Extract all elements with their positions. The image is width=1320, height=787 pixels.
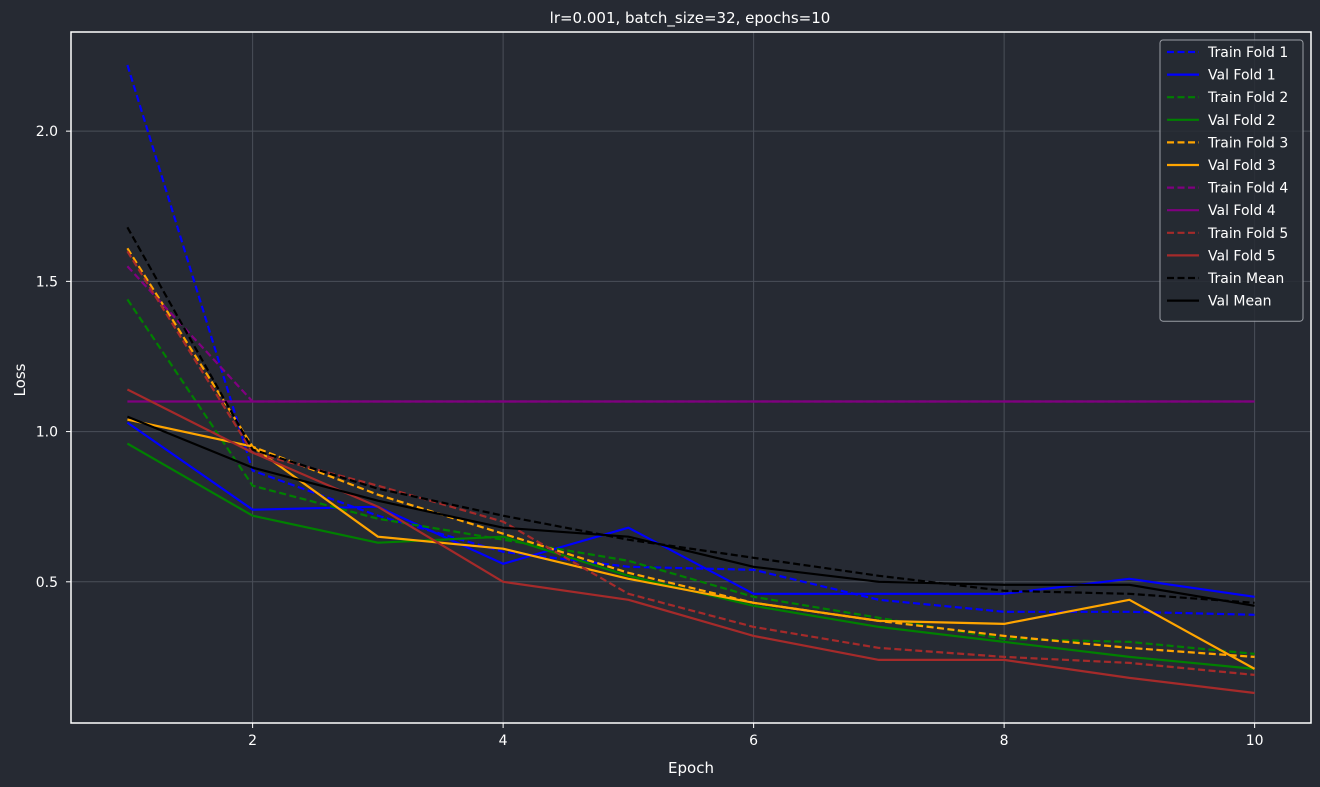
y-tick-label: 1.5 — [36, 274, 58, 290]
x-tick-label: 10 — [1246, 733, 1264, 749]
legend-label-val-fold-1: Val Fold 1 — [1208, 68, 1276, 84]
legend-label-train-fold-2: Train Fold 2 — [1207, 90, 1288, 106]
legend-label-train-fold-1: Train Fold 1 — [1207, 45, 1288, 61]
legend-label-val-fold-4: Val Fold 4 — [1208, 203, 1276, 219]
plot-frame — [70, 31, 1312, 724]
legend-label-train-fold-4: Train Fold 4 — [1207, 181, 1288, 197]
legend-label-train-fold-5: Train Fold 5 — [1207, 226, 1288, 242]
series-line-val-fold-1 — [126, 421, 1255, 598]
series-lines — [126, 64, 1256, 695]
legend-label-val-fold-3: Val Fold 3 — [1208, 158, 1276, 174]
x-tick-label: 6 — [749, 733, 758, 749]
x-tick-label: 2 — [248, 733, 257, 749]
y-axis-label: Loss — [11, 363, 29, 396]
series-line-train-fold-2 — [126, 298, 1255, 655]
series-line-train-fold-3 — [126, 247, 1255, 658]
legend-box — [1159, 39, 1304, 322]
y-tick-label: 2.0 — [36, 124, 58, 140]
y-tick-label: 1.0 — [36, 425, 58, 441]
series-line-train-mean — [126, 226, 1255, 604]
legend-label-train-fold-3: Train Fold 3 — [1207, 135, 1288, 151]
legend-label-train-mean: Train Mean — [1207, 271, 1284, 287]
legend-label-val-fold-5: Val Fold 5 — [1208, 248, 1276, 264]
x-tick-label: 8 — [1000, 733, 1009, 749]
series-line-train-fold-4 — [126, 265, 1255, 403]
series-line-val-mean — [126, 415, 1255, 607]
series-line-train-fold-5 — [126, 250, 1255, 676]
grid-lines — [71, 32, 1311, 723]
legend: Train Fold 1 Val Fold 1 Train Fold 2 Val Fo… — [1159, 39, 1304, 322]
legend-label-val-mean: Val Mean — [1208, 294, 1272, 310]
series-line-train-fold-1 — [126, 64, 1255, 616]
chart-title: lr=0.001, batch_size=32, epochs=10 — [550, 9, 831, 28]
series-line-val-fold-3 — [127, 418, 1256, 670]
legend-label-val-fold-2: Val Fold 2 — [1208, 113, 1276, 129]
x-axis-ticks: 2 4 6 8 10 — [248, 723, 1264, 749]
y-tick-label: 0.5 — [36, 575, 58, 591]
x-axis-label: Epoch — [668, 759, 714, 777]
x-tick-label: 4 — [499, 733, 508, 749]
series-line-val-fold-5 — [126, 388, 1255, 695]
y-axis-ticks: 0.5 1.0 1.5 2.0 — [36, 124, 71, 591]
